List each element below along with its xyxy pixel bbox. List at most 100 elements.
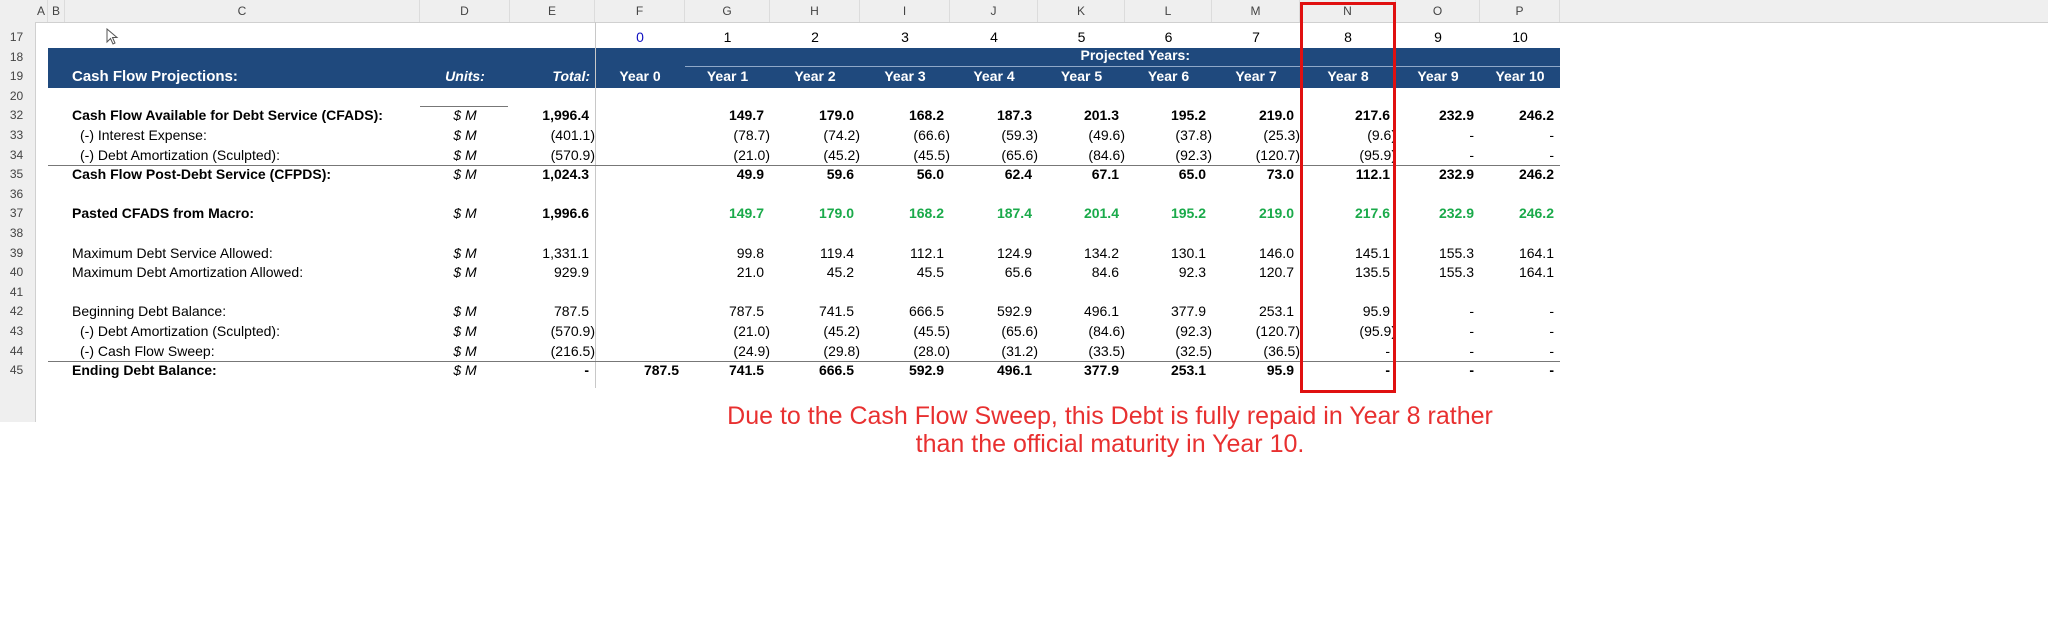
row-value[interactable]: 232.9 [1438,107,1474,124]
column-header-a[interactable]: A [35,0,48,22]
row-value[interactable]: 62.4 [1004,166,1032,183]
row-value[interactable] [595,342,685,362]
row-value[interactable]: - [1549,362,1554,379]
row-value[interactable]: 130.1 [1170,244,1206,261]
row-value[interactable] [595,302,685,322]
row-units[interactable]: $ M [453,244,477,261]
row-value[interactable]: (92.3) [1175,323,1212,339]
row-value[interactable]: 246.2 [1518,205,1554,222]
row-total[interactable]: - [584,362,589,379]
row-value[interactable]: 164.1 [1518,264,1554,281]
row-number[interactable]: 19 [9,69,24,84]
row-value[interactable]: 45.5 [916,264,944,281]
row-label[interactable]: Cash Flow Available for Debt Service (CF… [72,107,383,124]
row-units[interactable]: $ M [453,107,477,124]
row-units[interactable]: $ M [453,323,477,339]
row-label[interactable]: Maximum Debt Amortization Allowed: [72,264,304,281]
year-flag[interactable]: 0 [636,29,644,45]
row-value[interactable]: 195.2 [1170,205,1206,222]
row-value[interactable]: 146.0 [1258,244,1294,261]
row-value[interactable]: (92.3) [1175,146,1212,163]
row-value[interactable]: (84.6) [1088,323,1125,339]
row-value[interactable]: - [1385,362,1390,379]
row-label[interactable]: Beginning Debt Balance: [72,303,227,320]
row-value[interactable]: - [1549,342,1554,359]
row-value[interactable]: 92.3 [1178,264,1206,281]
row-value[interactable]: 187.4 [996,205,1032,222]
column-header-g[interactable]: G [685,0,770,22]
year-flag[interactable]: 5 [1077,29,1086,45]
row-label[interactable]: Pasted CFADS from Macro: [72,205,255,222]
row-units[interactable]: $ M [453,127,477,143]
row-value[interactable]: - [1469,146,1474,163]
row-value[interactable]: 73.0 [1266,166,1294,183]
row-value[interactable]: 217.6 [1354,107,1390,124]
row-value[interactable]: - [1469,323,1474,339]
row-value[interactable]: (120.7) [1255,323,1300,339]
column-header-k[interactable]: K [1038,0,1125,22]
row-number[interactable]: 45 [9,363,24,378]
year-flag[interactable]: 7 [1252,29,1260,45]
row-total[interactable]: 1,996.4 [542,107,589,124]
row-value[interactable]: 232.9 [1438,205,1474,222]
row-value[interactable]: (33.5) [1088,342,1125,359]
row-number[interactable]: 44 [9,343,24,358]
row-number[interactable]: 35 [9,167,24,182]
row-value[interactable]: 155.3 [1438,244,1474,261]
row-value[interactable]: 134.2 [1083,244,1119,261]
column-header-l[interactable]: L [1125,0,1212,22]
row-total[interactable]: (216.5) [550,342,595,359]
row-total[interactable]: 929.9 [553,264,589,281]
year-flag[interactable]: 8 [1344,29,1352,45]
row-value[interactable] [595,165,685,185]
row-number[interactable]: 20 [9,88,24,103]
row-value[interactable]: 135.5 [1354,264,1390,281]
row-value[interactable]: 666.5 [818,362,854,379]
row-units[interactable]: $ M [453,303,477,320]
row-value[interactable] [595,263,685,283]
row-number[interactable]: 38 [9,226,24,240]
row-number[interactable]: 39 [9,245,24,260]
row-value[interactable]: 179.0 [818,205,854,222]
row-value[interactable]: 65.0 [1178,166,1206,183]
row-value[interactable]: - [1385,342,1390,359]
row-value[interactable]: 149.7 [728,107,764,124]
row-value[interactable]: 187.3 [996,107,1032,124]
row-value[interactable]: (21.0) [733,146,770,163]
row-units[interactable]: $ M [453,166,477,183]
row-value[interactable]: 787.5 [728,303,764,320]
row-number[interactable]: 17 [9,30,24,44]
row-label[interactable]: Ending Debt Balance: [72,362,217,379]
column-header-i[interactable]: I [860,0,950,22]
row-value[interactable]: 219.0 [1258,205,1294,222]
row-value[interactable]: 741.5 [728,362,764,379]
row-units[interactable]: $ M [453,205,477,222]
row-value[interactable] [595,106,685,126]
row-label[interactable]: (-) Debt Amortization (Sculpted): [80,323,280,339]
row-value[interactable]: 59.6 [826,166,854,183]
year-flag[interactable]: 2 [811,29,819,45]
row-total[interactable]: (401.1) [550,127,595,143]
row-number[interactable]: 41 [9,284,24,299]
column-header-j[interactable]: J [950,0,1038,22]
row-value[interactable]: 145.1 [1354,244,1390,261]
row-value[interactable]: 21.0 [736,264,764,281]
row-value[interactable]: (120.7) [1255,146,1300,163]
row-value[interactable] [595,146,685,166]
row-value[interactable]: 201.3 [1083,107,1119,124]
row-units[interactable]: $ M [453,342,477,359]
row-number[interactable]: 42 [9,304,24,319]
row-value[interactable]: (78.7) [733,127,770,143]
row-value[interactable]: (24.9) [733,342,770,359]
row-value[interactable]: (45.2) [823,323,860,339]
row-value[interactable]: - [1469,362,1474,379]
row-value[interactable]: (9.6) [1367,127,1396,143]
row-number[interactable]: 34 [9,147,24,162]
row-value[interactable]: (65.6) [1001,146,1038,163]
row-value[interactable]: - [1549,303,1554,320]
column-header-d[interactable]: D [420,0,510,22]
row-value[interactable]: (45.2) [823,146,860,163]
row-label[interactable]: (-) Debt Amortization (Sculpted): [80,146,280,163]
row-value[interactable]: 219.0 [1258,107,1294,124]
column-header-m[interactable]: M [1212,0,1300,22]
